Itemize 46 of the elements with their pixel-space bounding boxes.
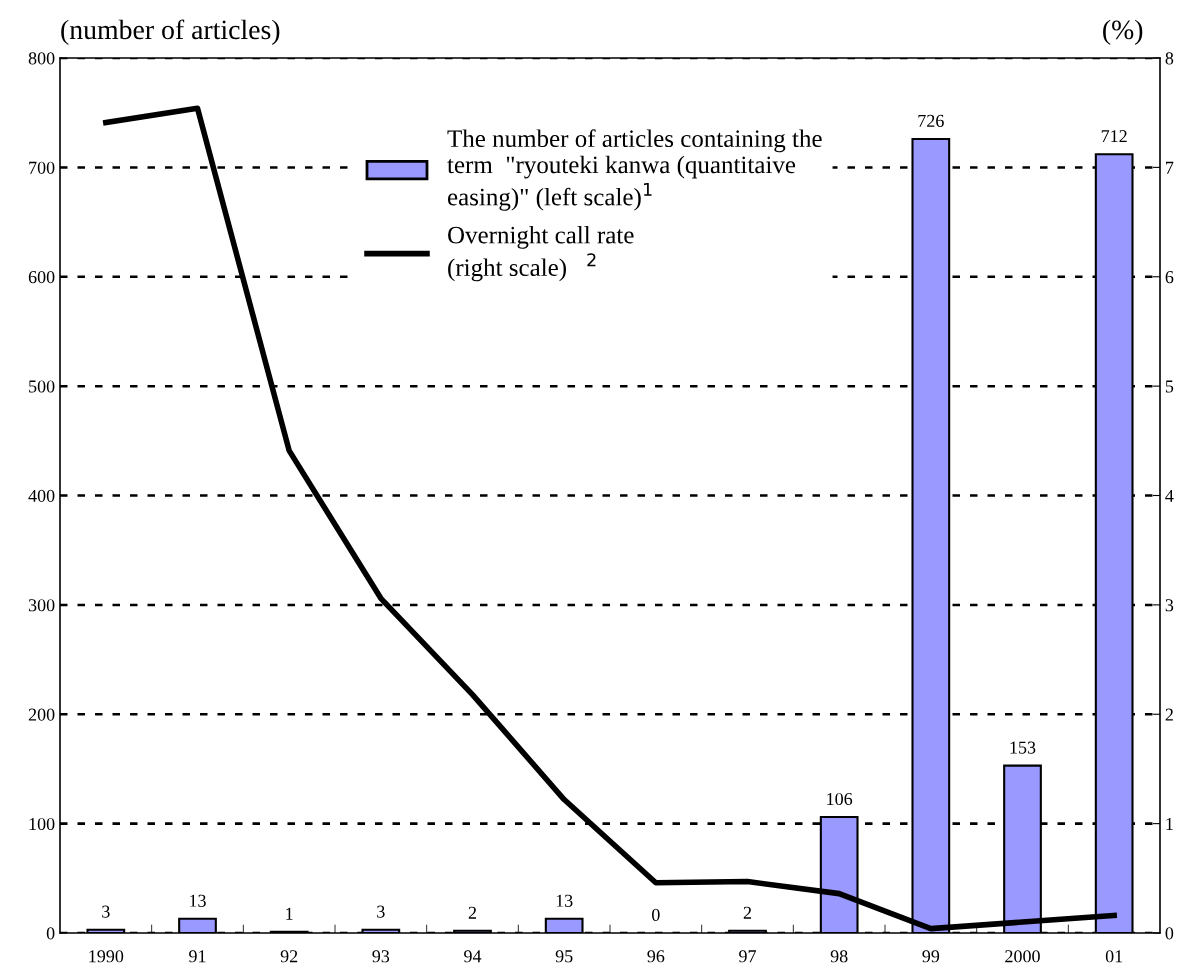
data-label: 13 — [190, 894, 206, 907]
legend-label: The number of articles containing the term "ryouteki kanwa (quantitaive easing)" (left scale)$^{1}$ — [447, 129, 822, 211]
x-tick-label: 91 — [189, 950, 206, 963]
x-tick-label: 94 — [464, 950, 482, 963]
y-tick-label: 500 — [29, 380, 55, 393]
y-tick-label: 700 — [29, 161, 55, 174]
data-label: 153 — [1010, 741, 1036, 754]
y2-tick-label: 1 — [1166, 817, 1173, 830]
data-label: 712 — [1101, 130, 1127, 143]
y-tick-label: 300 — [28, 599, 55, 612]
y-tick-label: 800 — [28, 52, 55, 65]
data-label: 106 — [827, 792, 853, 806]
data-label: 2 — [468, 906, 477, 919]
legend-label: Overnight call rate (right scale) $^{2}$ — [448, 225, 634, 282]
data-label: 1 — [286, 907, 293, 920]
x-tick-label: 97 — [739, 950, 757, 963]
y2-axis-title: (%) — [1103, 19, 1143, 45]
data-label: 3 — [102, 905, 110, 918]
data-label: 3 — [377, 905, 385, 918]
y-tick-label: 0 — [46, 927, 55, 940]
y-tick-label: 400 — [28, 489, 55, 502]
y2-tick-label: 6 — [1165, 271, 1174, 284]
x-tick-label: 93 — [372, 950, 390, 963]
data-label: 726 — [918, 114, 944, 127]
y2-tick-label: 8 — [1165, 52, 1174, 65]
x-tick-label: 95 — [555, 950, 573, 963]
y2-tick-label: 0 — [1165, 927, 1174, 940]
y-tick-label: 100 — [29, 817, 55, 831]
y2-tick-label: 3 — [1165, 599, 1174, 612]
data-label: 2 — [743, 906, 752, 919]
y2-tick-label: 7 — [1166, 161, 1174, 174]
x-tick-label: 96 — [647, 950, 665, 963]
y2-tick-label: 5 — [1165, 380, 1174, 393]
data-label: 0 — [652, 908, 660, 921]
x-tick-label: 2000 — [1005, 950, 1040, 963]
x-tick-label: 99 — [922, 950, 940, 963]
x-tick-label: 1990 — [89, 950, 124, 963]
y2-tick-label: 2 — [1165, 708, 1173, 721]
x-tick-label: 98 — [830, 950, 848, 963]
y-axis-title: (number of articles) — [61, 19, 280, 45]
y-tick-label: 200 — [28, 708, 55, 721]
data-label: 13 — [556, 894, 573, 907]
x-tick-label: 92 — [280, 950, 298, 963]
x-tick-label: 01 — [1105, 950, 1123, 963]
y-tick-label: 600 — [28, 271, 55, 284]
y2-tick-label: 4 — [1165, 489, 1174, 502]
